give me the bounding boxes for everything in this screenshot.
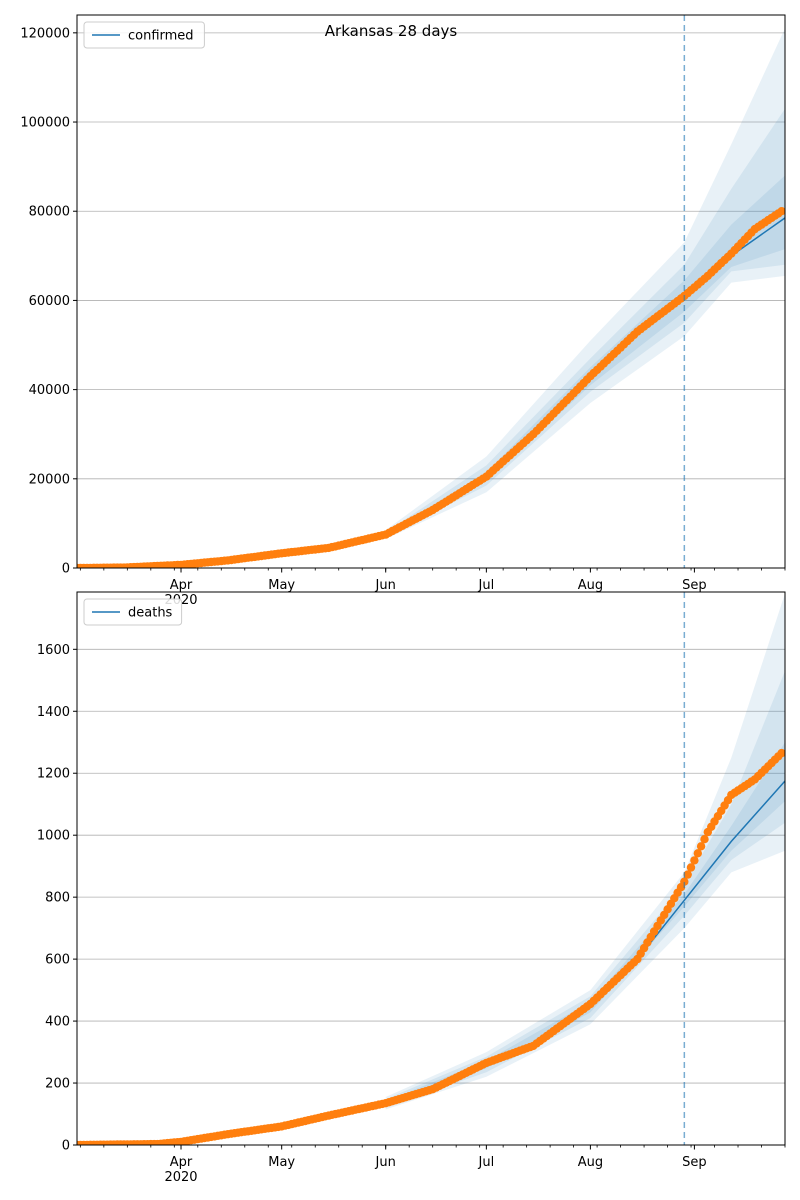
chart-1-xtick-label-2: Jun [375, 578, 396, 593]
chart-1-axes-frame [76, 14, 786, 569]
chart-2-ytick-label-4: 800 [45, 891, 70, 906]
chart-2-ytick-label-6: 1200 [37, 767, 70, 782]
chart-2-xtick-label-0-line2: 2020 [164, 1170, 197, 1185]
chart-1-legend-label: confirmed [128, 29, 194, 44]
chart-2-point-181 [680, 877, 689, 886]
chart-2-ytick-label-5: 1000 [37, 829, 70, 844]
chart-2-xtick-label-3: Jul [478, 1155, 495, 1170]
chart-2-point-183 [686, 863, 696, 872]
chart-2-band-2 [385, 671, 785, 1108]
chart-1-point-210 [777, 207, 785, 216]
chart-2-ytick-label-8: 1600 [37, 643, 70, 658]
chart-1-ytick-label-1: 20000 [29, 472, 70, 487]
chart-2-ytick-label-0: 0 [62, 1139, 70, 1154]
chart-2-xtick-label-4: Aug [578, 1155, 603, 1170]
chart-1-title: Arkansas 28 days [325, 22, 458, 40]
chart-1: 020000400006000080000100000120000Apr2020… [20, 14, 786, 608]
chart-2-point-184 [690, 856, 699, 865]
chart-1-plot-area [77, 28, 785, 568]
chart-1-legend: confirmed [83, 21, 205, 49]
chart-2-ytick-label-2: 400 [45, 1015, 70, 1030]
chart-1-ytick-label-0: 0 [62, 562, 70, 577]
chart-2-plot-area [77, 593, 785, 1145]
chart-2-point-186 [696, 842, 706, 851]
chart-1-xtick-label-5: Sep [682, 578, 707, 593]
chart-2-ytick-label-1: 200 [45, 1077, 70, 1092]
chart-1-ytick-label-3: 60000 [29, 294, 70, 309]
chart-2-xtick-label-2: Jun [375, 1155, 396, 1170]
chart-2-ytick-label-3: 600 [45, 953, 70, 968]
chart-2-point-210 [777, 748, 785, 758]
chart-1-xtick-label-3: Jul [478, 578, 495, 593]
chart-2-legend: deaths [83, 598, 183, 626]
chart-1-xtick-label-1: May [268, 578, 295, 593]
chart-1-ytick-label-6: 120000 [20, 26, 70, 41]
chart-2-point-187 [700, 835, 709, 844]
chart-2-ytick-label-7: 1400 [37, 705, 70, 720]
chart-2-legend-box [83, 598, 183, 626]
chart-1-ytick-label-2: 40000 [29, 383, 70, 398]
chart-2-axes-frame [76, 591, 786, 1146]
chart-1-ytick-label-4: 80000 [29, 205, 70, 220]
chart-2-xtick-label-1: May [268, 1155, 295, 1170]
chart-2-xtick-label-0: Apr [170, 1155, 193, 1170]
chart-2-legend-label: deaths [128, 606, 173, 621]
chart-1-xtick-label-4: Aug [578, 578, 603, 593]
chart-2-point-182 [683, 870, 692, 879]
chart-1-xtick-label-0: Apr [170, 578, 193, 593]
chart-2-point-185 [693, 849, 702, 858]
chart-1-band-1 [385, 28, 785, 540]
chart-1-ytick-label-5: 100000 [20, 116, 70, 131]
chart-2-xtick-label-5: Sep [682, 1155, 707, 1170]
chart-1-legend-box [83, 21, 205, 49]
